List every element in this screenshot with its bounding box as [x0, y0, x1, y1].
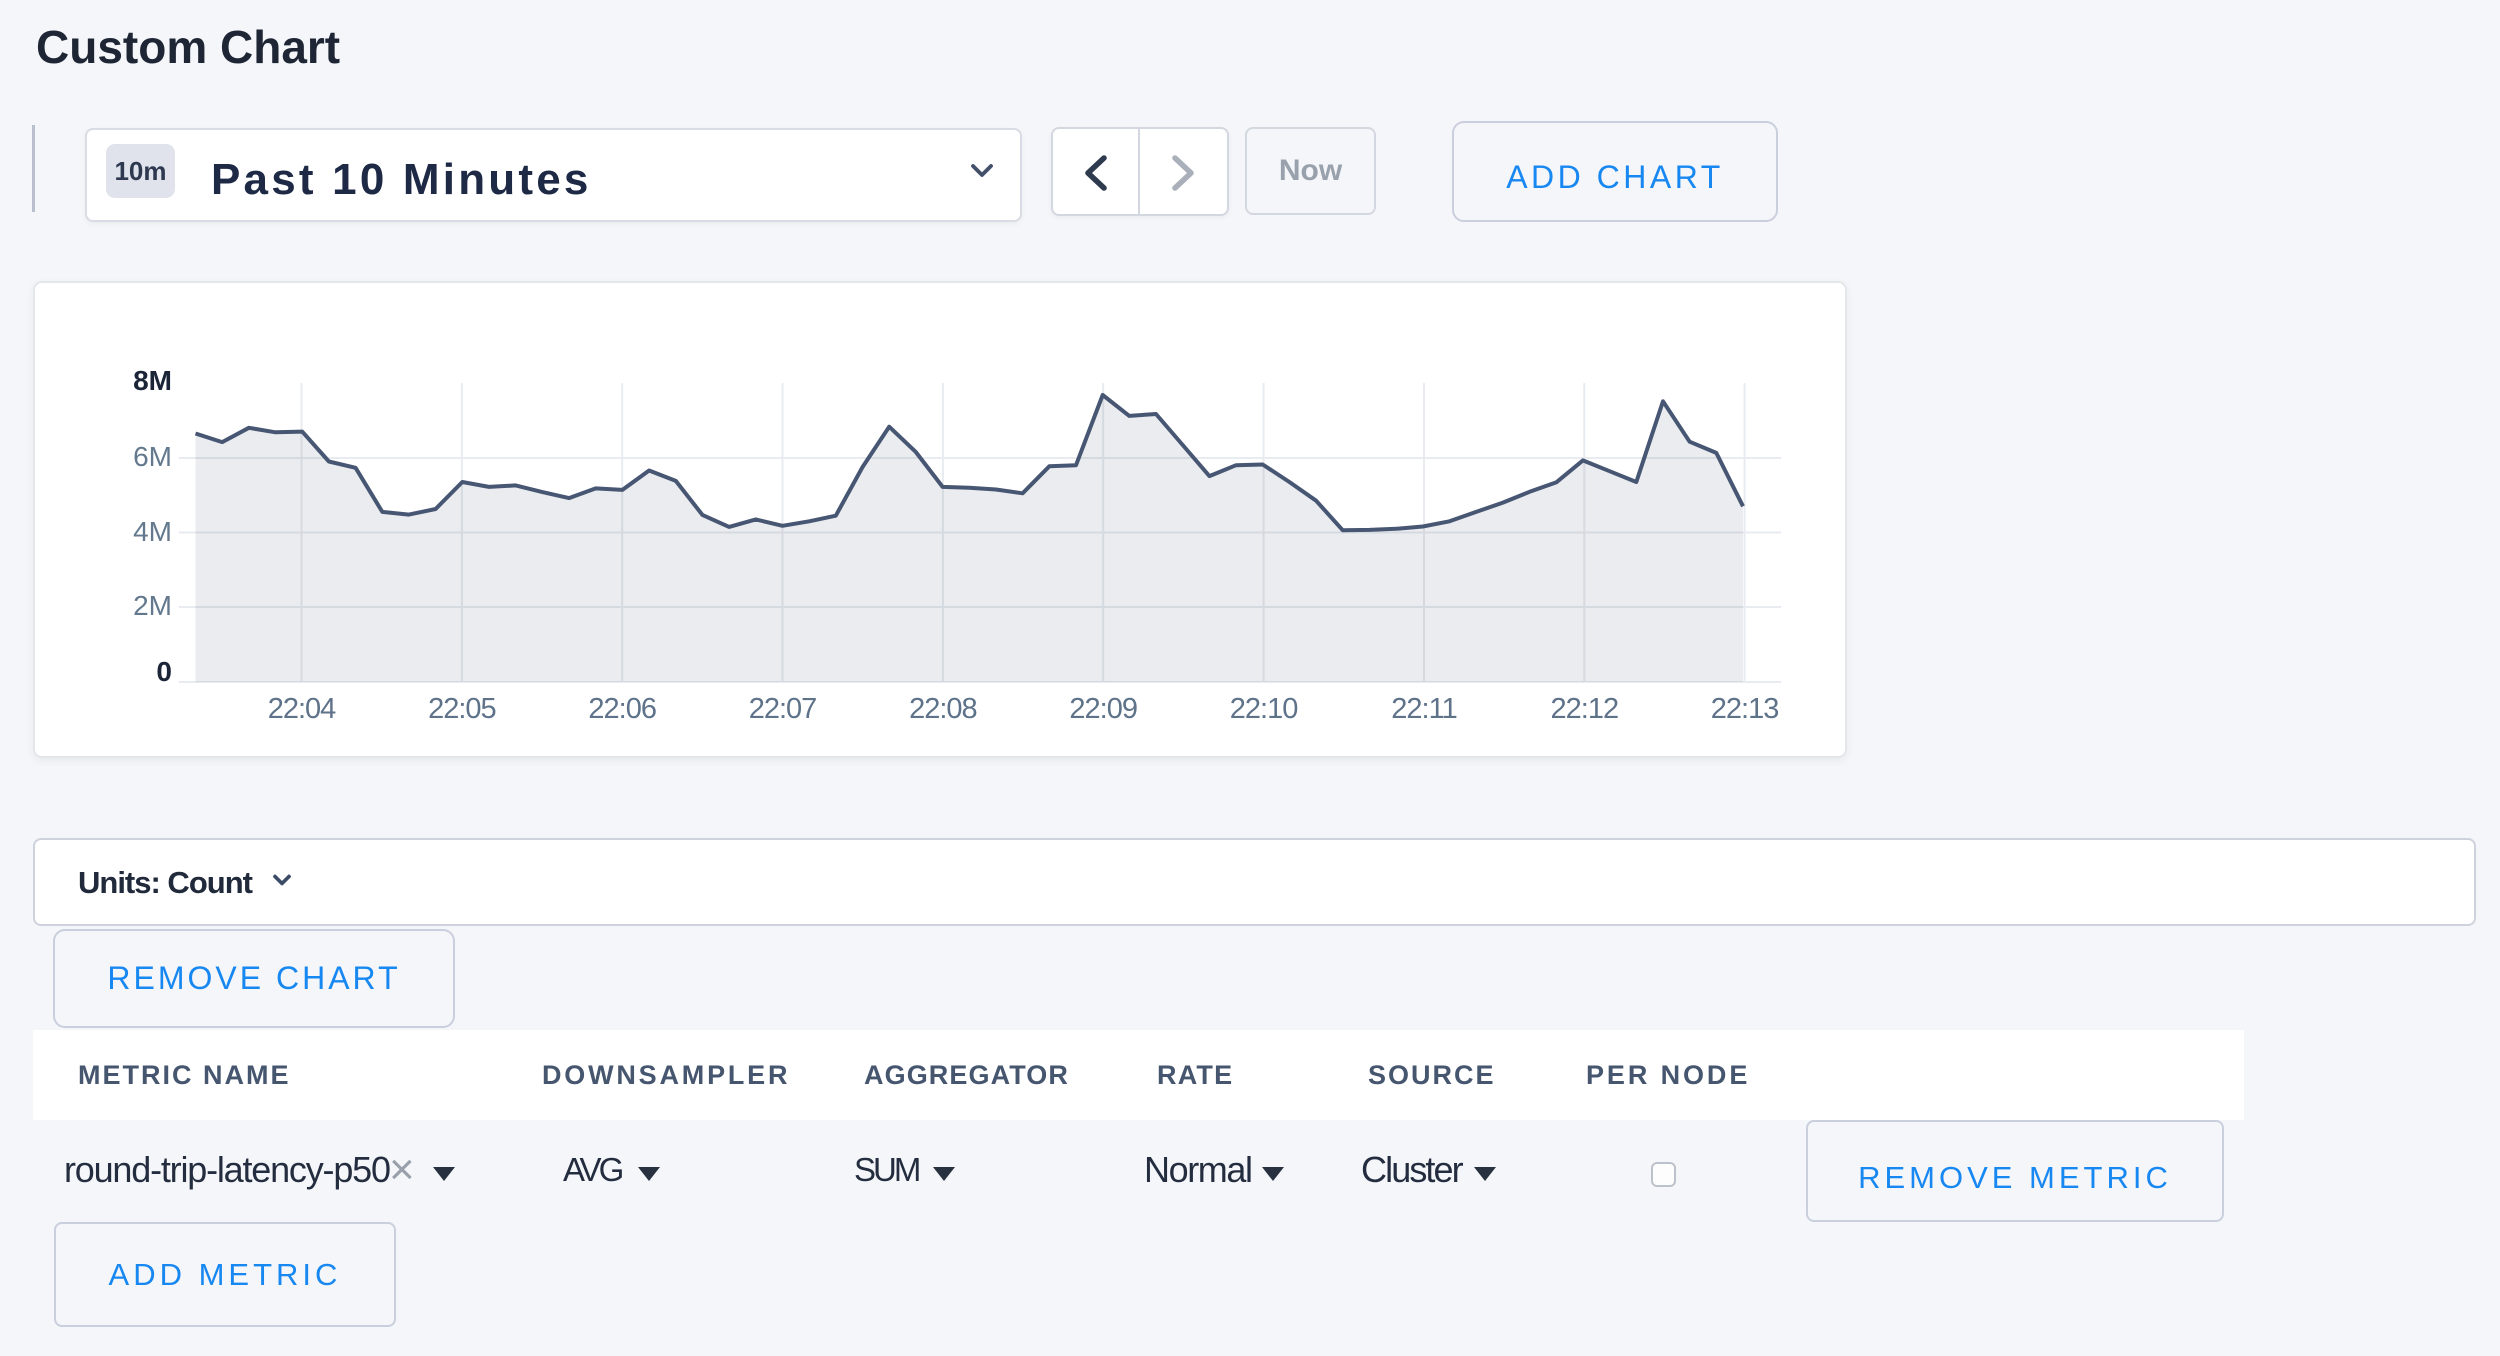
svg-text:22:04: 22:04	[268, 693, 336, 725]
svg-text:4M: 4M	[133, 516, 172, 547]
svg-text:6M: 6M	[133, 441, 172, 472]
svg-text:22:05: 22:05	[428, 693, 496, 725]
svg-text:0: 0	[156, 656, 172, 687]
svg-text:2M: 2M	[133, 590, 172, 621]
svg-text:22:08: 22:08	[909, 693, 977, 725]
svg-text:22:10: 22:10	[1230, 693, 1298, 725]
svg-text:22:13: 22:13	[1711, 693, 1779, 725]
svg-text:22:11: 22:11	[1391, 693, 1456, 725]
svg-text:22:06: 22:06	[588, 693, 656, 725]
svg-text:8M: 8M	[133, 365, 172, 396]
svg-text:22:07: 22:07	[749, 693, 817, 725]
svg-text:22:12: 22:12	[1551, 693, 1619, 725]
svg-text:22:09: 22:09	[1069, 693, 1137, 725]
